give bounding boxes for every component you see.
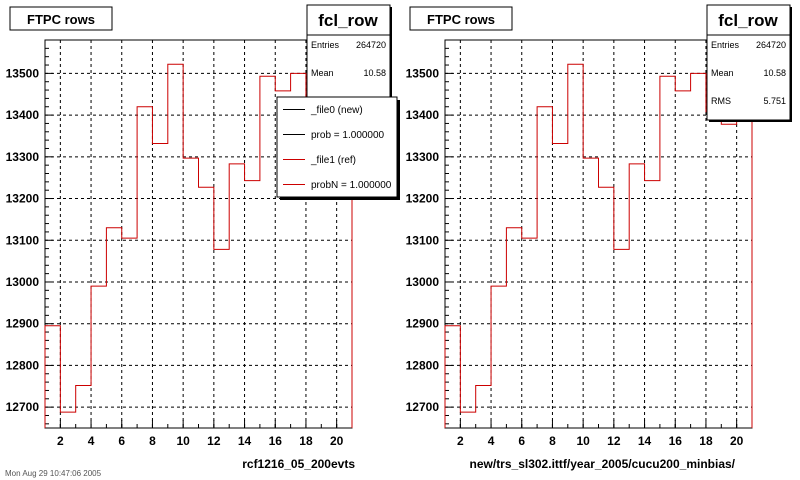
histogram-panel-2: 12700 12800 12900 13000 13100 13200 13300 13400… <box>406 4 792 471</box>
x-tick-label: 10 <box>576 434 590 448</box>
y-tick-label: 13100 <box>406 233 440 247</box>
y-tick-label: 13200 <box>406 192 440 206</box>
stats-label: Entries <box>311 40 340 50</box>
y-tick-label: 12900 <box>6 317 40 331</box>
stats-value: 10.58 <box>363 68 386 78</box>
legend-label: probN = 1.000000 <box>311 180 392 191</box>
x-axis-label: rcf1216_05_200evts <box>242 457 355 471</box>
x-tick-label: 8 <box>549 434 556 448</box>
stats-name: fcl_row <box>718 11 778 30</box>
stats-name: fcl_row <box>318 11 378 30</box>
y-tick-label: 13100 <box>6 233 40 247</box>
x-tick-label: 14 <box>238 434 252 448</box>
x-axis-label: new/trs_sl302.ittf/year_2005/cucu200_min… <box>470 457 736 471</box>
x-tick-label: 4 <box>488 434 495 448</box>
histogram-series-line <box>444 63 753 428</box>
y-tick-label: 13300 <box>6 150 40 164</box>
stats-value: 264720 <box>756 40 786 50</box>
legend-label: prob = 1.000000 <box>311 130 385 141</box>
x-tick-label: 16 <box>669 434 683 448</box>
x-tick-label: 16 <box>269 434 283 448</box>
y-tick-label: 12800 <box>6 358 40 372</box>
stats-box <box>706 4 791 121</box>
stats-value: 264720 <box>356 40 386 50</box>
y-tick-label: 13400 <box>6 108 40 122</box>
y-tick-label: 12700 <box>6 400 40 414</box>
x-tick-label: 8 <box>149 434 156 448</box>
x-tick-label: 20 <box>730 434 744 448</box>
footer-timestamp: Mon Aug 29 10:47:06 2005 <box>5 469 102 478</box>
y-tick-label: 13500 <box>406 66 440 80</box>
histogram-series-line <box>44 63 353 428</box>
y-tick-label: 13400 <box>406 108 440 122</box>
x-tick-label: 2 <box>57 434 64 448</box>
stats-label: RMS <box>711 96 731 106</box>
y-tick-label: 13200 <box>6 192 40 206</box>
x-tick-label: 2 <box>457 434 464 448</box>
x-tick-label: 10 <box>176 434 190 448</box>
legend-box <box>276 96 398 198</box>
stats-value: 5.751 <box>763 96 786 106</box>
x-tick-label: 18 <box>699 434 713 448</box>
chart-title: FTPC rows <box>27 12 95 27</box>
y-tick-label: 13000 <box>6 275 40 289</box>
x-tick-label: 12 <box>607 434 621 448</box>
y-tick-label: 13000 <box>406 275 440 289</box>
legend-label: _file0 (new) <box>310 105 363 116</box>
chart-title: FTPC rows <box>427 12 495 27</box>
stats-label: Mean <box>311 68 334 78</box>
x-tick-label: 4 <box>88 434 95 448</box>
x-tick-label: 18 <box>299 434 313 448</box>
y-tick-label: 13300 <box>406 150 440 164</box>
x-tick-label: 6 <box>518 434 525 448</box>
y-tick-label: 12800 <box>406 358 440 372</box>
legend-label: _file1 (ref) <box>310 155 356 166</box>
stats-label: Mean <box>711 68 734 78</box>
x-tick-label: 20 <box>330 434 344 448</box>
y-tick-label: 12900 <box>406 317 440 331</box>
x-tick-label: 14 <box>638 434 652 448</box>
stats-label: Entries <box>711 40 740 50</box>
x-tick-label: 6 <box>118 434 125 448</box>
y-tick-label: 12700 <box>406 400 440 414</box>
x-tick-label: 12 <box>207 434 221 448</box>
plot-frame <box>444 39 753 429</box>
histogram-panel-1: 12700 12800 12900 13000 13100 13200 13300 13400… <box>6 4 400 471</box>
title-box <box>409 6 513 31</box>
stats-value: 10.58 <box>763 68 786 78</box>
y-tick-label: 13500 <box>6 66 40 80</box>
title-box <box>9 6 113 31</box>
